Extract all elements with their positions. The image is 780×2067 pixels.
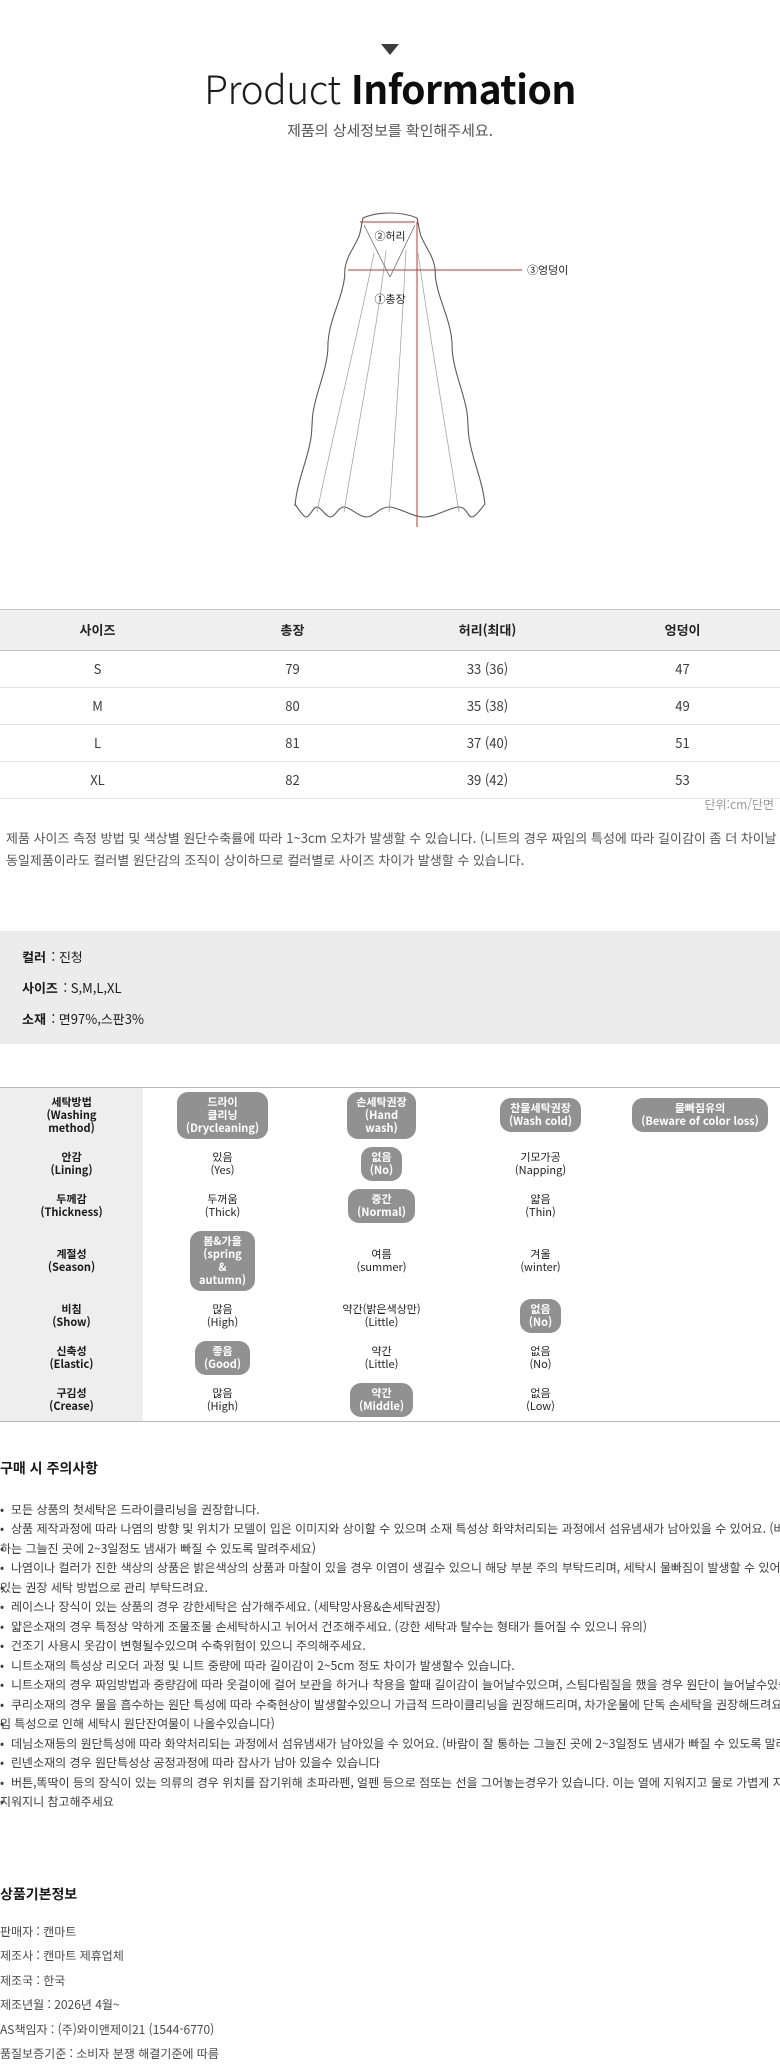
svg-text:③엉덩이: ③엉덩이 xyxy=(527,262,568,278)
svg-text:①총장: ①총장 xyxy=(374,291,405,307)
svg-text:②허리: ②허리 xyxy=(374,228,405,244)
